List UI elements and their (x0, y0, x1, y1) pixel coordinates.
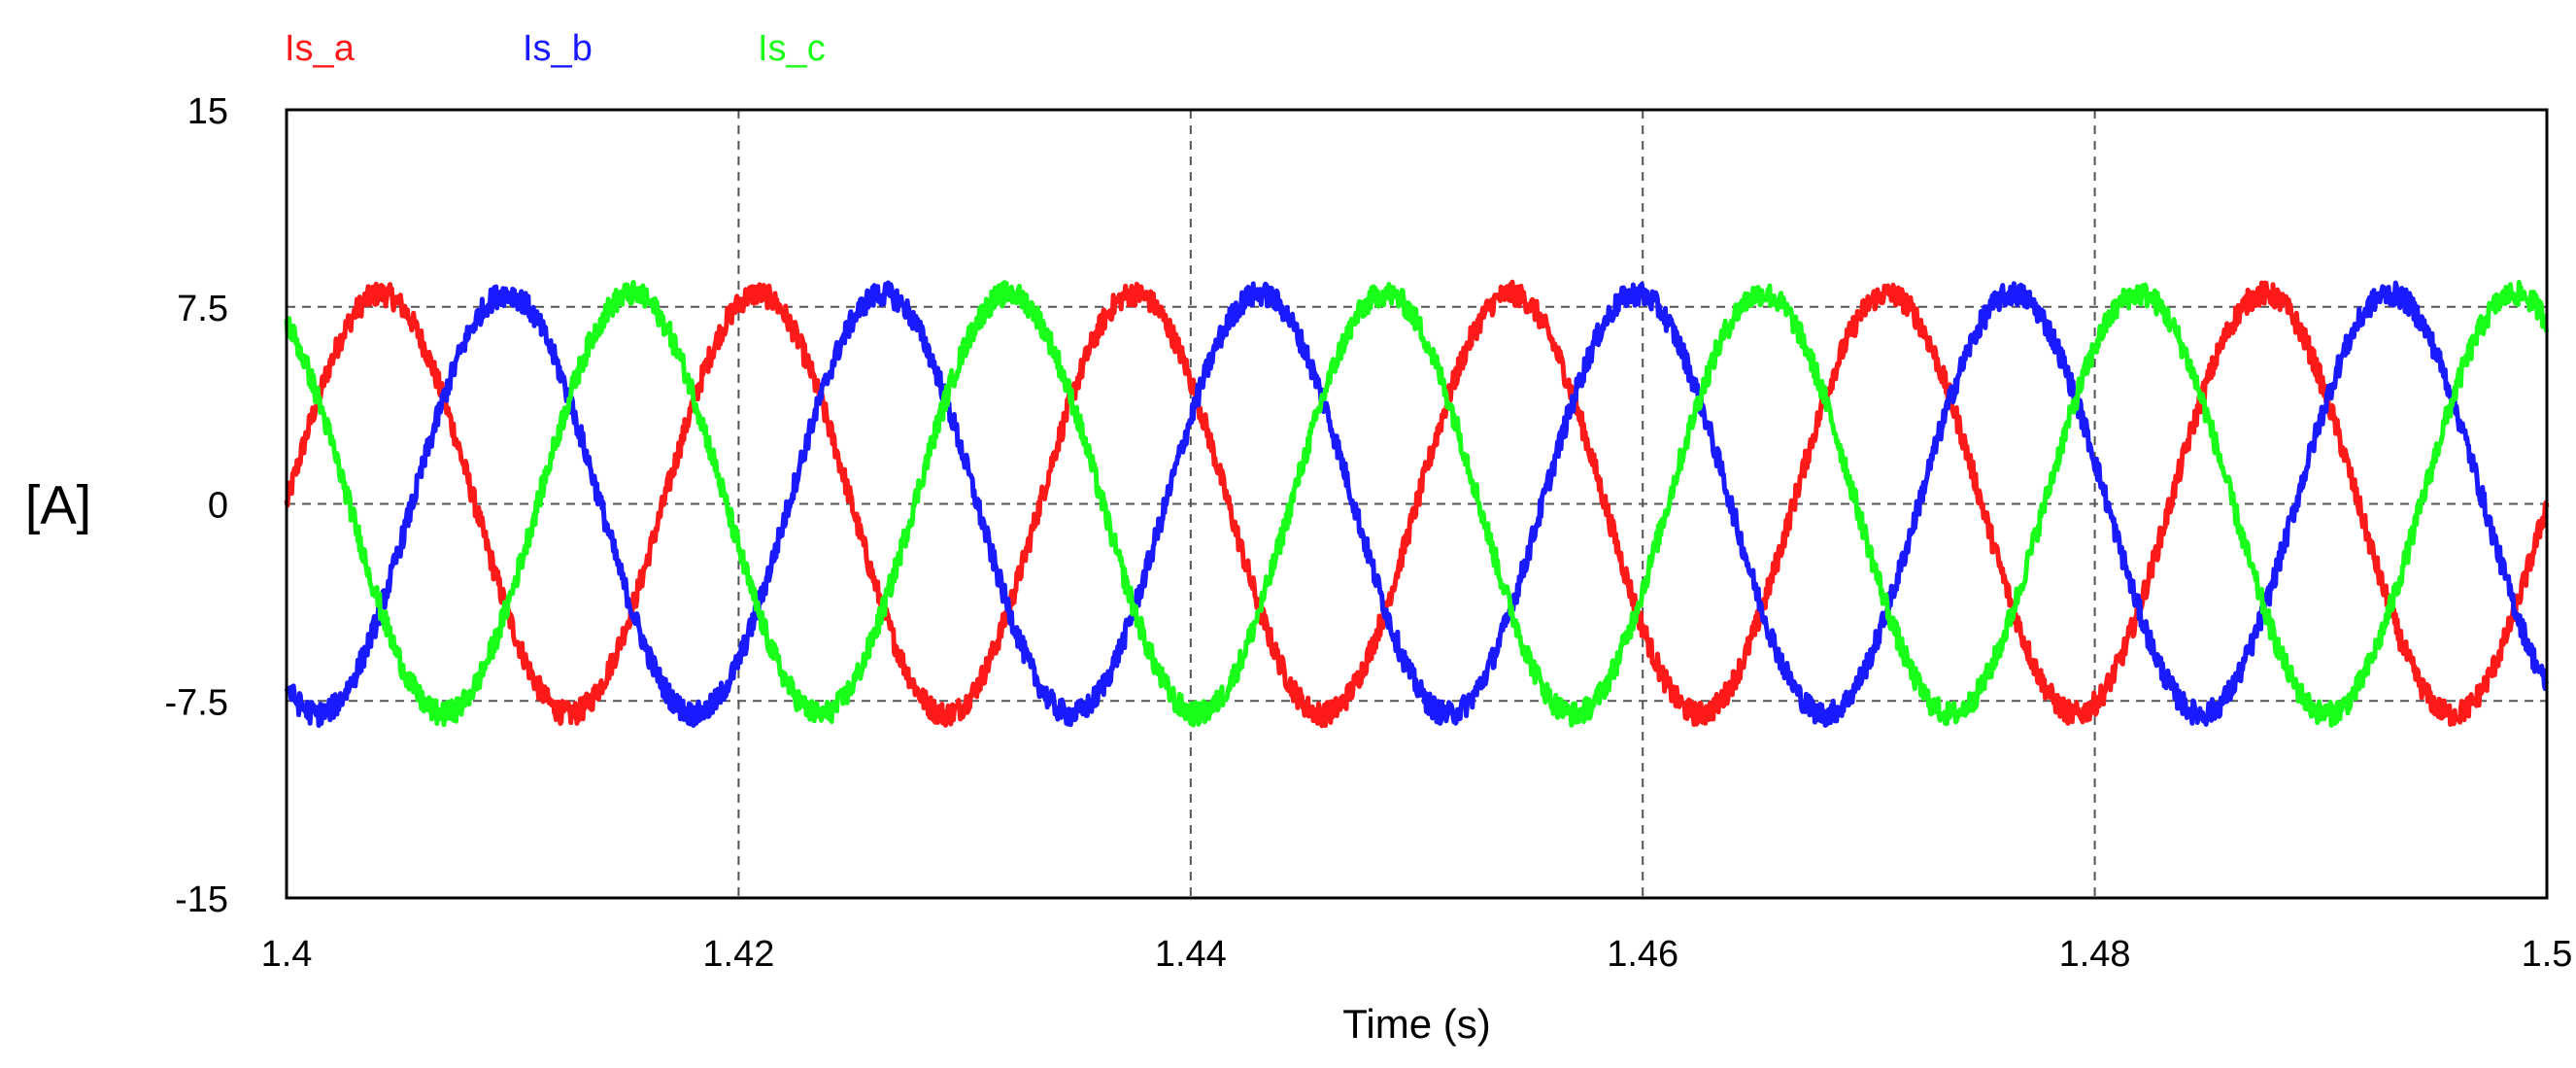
series-line-is-b (284, 280, 2550, 728)
x-tick-label: 1.5 (2522, 934, 2573, 975)
series-line-is-a (284, 279, 2550, 729)
x-axis: 1.4 1.42 1.44 1.46 1.48 1.5 (261, 934, 2573, 975)
y-tick-label: -7.5 (165, 682, 228, 723)
x-tick-label: 1.44 (1155, 934, 1227, 975)
legend-item-is-a: Is_a (285, 28, 356, 69)
y-tick-label: 7.5 (177, 289, 228, 329)
y-axis-title: [A] (25, 474, 91, 535)
x-tick-label: 1.4 (261, 934, 313, 975)
series-layer (284, 279, 2550, 729)
y-tick-label: 0 (208, 486, 228, 527)
x-tick-label: 1.42 (702, 934, 774, 975)
y-tick-label: 15 (187, 91, 228, 132)
series-line-is-c (284, 279, 2550, 728)
y-axis: 15 7.5 0 -7.5 -15 (165, 91, 228, 920)
x-tick-label: 1.48 (2059, 934, 2131, 975)
legend: Is_a Is_b Is_c (285, 28, 826, 69)
x-axis-title: Time (s) (1342, 1001, 1490, 1047)
y-tick-label: -15 (175, 879, 228, 920)
x-tick-label: 1.46 (1607, 934, 1678, 975)
legend-item-is-c: Is_c (758, 28, 826, 69)
legend-item-is-b: Is_b (523, 28, 593, 69)
plot-frame (285, 108, 2549, 900)
